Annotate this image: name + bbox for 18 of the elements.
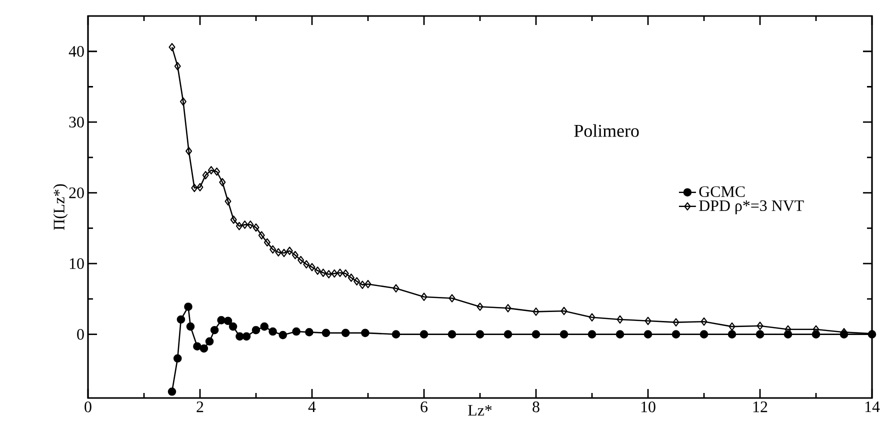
x-tick-label: 10 <box>641 402 656 412</box>
x-axis-title: Lz* <box>468 405 492 416</box>
x-tick-label: 0 <box>84 402 92 412</box>
y-axis-title: Π(Lz*) <box>53 184 68 230</box>
x-tick-label: 2 <box>196 402 204 412</box>
x-tick-label: 14 <box>865 402 880 412</box>
x-tick-label: 4 <box>308 402 316 412</box>
x-tick-label: 8 <box>532 402 540 412</box>
x-tick-label: 12 <box>753 402 768 412</box>
x-tick-label: 6 <box>420 402 428 412</box>
legend-label: DPD ρ*=3 NVT <box>699 200 804 214</box>
legend-label: GCMC <box>699 186 745 198</box>
annotation: Polimero <box>574 124 639 137</box>
y-tick-label: 10 <box>70 258 84 269</box>
y-tick-label: 30 <box>69 116 84 128</box>
y-tick-label: 0 <box>77 328 84 340</box>
y-tick-label: 20 <box>69 187 84 198</box>
y-tick-label: 40 <box>68 46 84 57</box>
